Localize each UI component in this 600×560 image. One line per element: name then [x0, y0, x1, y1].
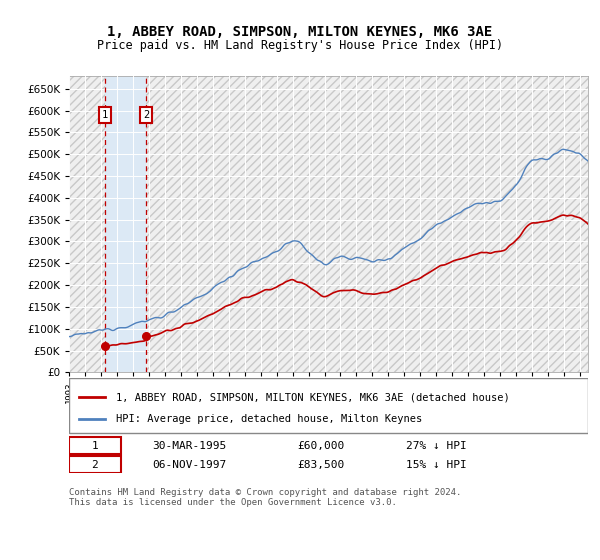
- FancyBboxPatch shape: [69, 437, 121, 454]
- Text: 2: 2: [92, 460, 98, 470]
- Text: 06-NOV-1997: 06-NOV-1997: [152, 460, 226, 470]
- Text: 1, ABBEY ROAD, SIMPSON, MILTON KEYNES, MK6 3AE (detached house): 1, ABBEY ROAD, SIMPSON, MILTON KEYNES, M…: [116, 392, 509, 402]
- FancyBboxPatch shape: [69, 456, 121, 473]
- Text: Price paid vs. HM Land Registry's House Price Index (HPI): Price paid vs. HM Land Registry's House …: [97, 39, 503, 52]
- Text: 1: 1: [102, 110, 108, 120]
- FancyBboxPatch shape: [69, 378, 588, 433]
- Text: 30-MAR-1995: 30-MAR-1995: [152, 441, 226, 451]
- Text: £83,500: £83,500: [298, 460, 344, 470]
- Text: 2: 2: [143, 110, 149, 120]
- Text: 1, ABBEY ROAD, SIMPSON, MILTON KEYNES, MK6 3AE: 1, ABBEY ROAD, SIMPSON, MILTON KEYNES, M…: [107, 25, 493, 39]
- Bar: [105, 76, 146, 372]
- Text: Contains HM Land Registry data © Crown copyright and database right 2024.
This d: Contains HM Land Registry data © Crown c…: [69, 488, 461, 507]
- Text: 27% ↓ HPI: 27% ↓ HPI: [406, 441, 467, 451]
- Text: £60,000: £60,000: [298, 441, 344, 451]
- Text: 15% ↓ HPI: 15% ↓ HPI: [406, 460, 467, 470]
- Text: HPI: Average price, detached house, Milton Keynes: HPI: Average price, detached house, Milt…: [116, 414, 422, 424]
- Text: 1: 1: [92, 441, 98, 451]
